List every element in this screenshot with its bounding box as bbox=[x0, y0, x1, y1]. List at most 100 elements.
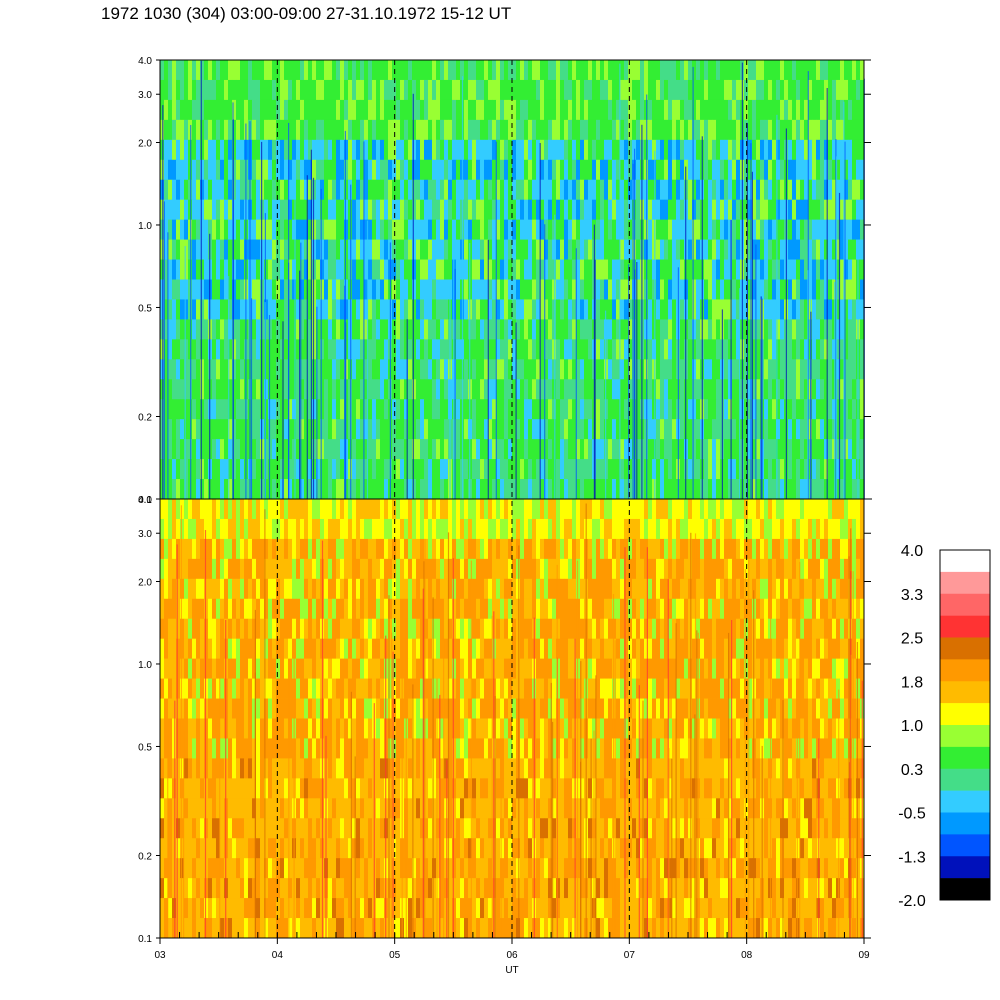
heatmap-cell bbox=[664, 79, 669, 101]
heatmap-cell bbox=[272, 159, 277, 181]
heatmap-cell bbox=[796, 379, 801, 400]
heatmap-cell bbox=[368, 538, 373, 560]
heatmap-cell bbox=[324, 99, 329, 121]
heatmap-cell bbox=[436, 339, 441, 360]
heatmap-cell bbox=[552, 419, 557, 440]
heatmap-cell bbox=[468, 139, 473, 161]
heatmap-cell bbox=[524, 199, 529, 220]
heatmap-cell bbox=[668, 119, 673, 141]
heatmap-cell bbox=[256, 359, 261, 380]
heatmap-cell bbox=[216, 419, 221, 440]
heatmap-cell bbox=[536, 598, 541, 620]
heatmap-cell bbox=[828, 439, 833, 460]
heatmap-cell bbox=[528, 259, 533, 280]
heatmap-cell bbox=[576, 79, 581, 101]
heatmap-cell bbox=[556, 279, 561, 300]
heatmap-cell bbox=[288, 179, 293, 200]
heatmap-cell bbox=[724, 159, 729, 181]
heatmap-cell bbox=[436, 279, 441, 300]
heatmap-cell bbox=[412, 419, 417, 440]
heatmap-cell bbox=[204, 439, 209, 460]
heatmap-cell bbox=[296, 379, 301, 400]
heatmap-cell bbox=[440, 359, 445, 380]
heatmap-cell bbox=[224, 219, 229, 240]
heatmap-cell bbox=[216, 459, 221, 480]
heatmap-cell bbox=[528, 79, 533, 101]
heatmap-cell bbox=[180, 319, 185, 340]
heatmap-cell bbox=[508, 219, 513, 240]
heatmap-cell bbox=[816, 299, 821, 320]
heatmap-cell bbox=[404, 319, 409, 340]
heatmap-cell bbox=[804, 339, 809, 360]
heatmap-cell bbox=[548, 319, 553, 340]
heatmap-cell bbox=[812, 139, 817, 161]
heatmap-cell bbox=[360, 518, 365, 540]
heatmap-cell bbox=[624, 499, 629, 520]
heatmap-cell bbox=[172, 459, 177, 480]
heatmap-cell bbox=[432, 459, 437, 480]
heatmap-cell bbox=[700, 60, 705, 81]
heatmap-cell bbox=[604, 219, 609, 240]
heatmap-cell bbox=[456, 199, 461, 220]
heatmap-cell bbox=[408, 439, 413, 460]
heatmap-cell bbox=[660, 339, 665, 360]
heatmap-cell bbox=[588, 199, 593, 220]
heatmap-cell bbox=[820, 479, 825, 500]
heatmap-cell bbox=[224, 399, 229, 420]
heatmap-cell bbox=[308, 279, 313, 300]
heatmap-cell bbox=[628, 219, 633, 240]
heatmap-cell bbox=[780, 119, 785, 141]
heatmap-cell bbox=[808, 139, 813, 161]
heatmap-cell bbox=[816, 79, 821, 101]
heatmap-cell bbox=[436, 259, 441, 280]
heatmap-cell bbox=[744, 459, 749, 480]
heatmap-cell bbox=[444, 598, 449, 620]
heatmap-cell bbox=[160, 459, 165, 480]
heatmap-cell bbox=[616, 279, 621, 300]
heatmap-cell bbox=[164, 379, 169, 400]
heatmap-cell bbox=[364, 359, 369, 380]
heatmap-cell bbox=[256, 219, 261, 240]
heatmap-cell bbox=[628, 399, 633, 420]
heatmap-cell bbox=[408, 139, 413, 161]
heatmap-cell bbox=[400, 319, 405, 340]
heatmap-cell bbox=[768, 159, 773, 181]
heatmap-cell bbox=[860, 578, 865, 600]
heatmap-cell bbox=[300, 139, 305, 161]
heatmap-cell bbox=[352, 99, 357, 121]
heatmap-cell bbox=[828, 279, 833, 300]
heatmap-cell bbox=[532, 299, 537, 320]
heatmap-cell bbox=[168, 219, 173, 240]
heatmap-cell bbox=[520, 558, 525, 580]
heatmap-cell bbox=[624, 598, 629, 620]
heatmap-cell bbox=[528, 119, 533, 141]
heatmap-cell bbox=[360, 159, 365, 181]
heatmap-cell bbox=[812, 459, 817, 480]
heatmap-cell bbox=[172, 359, 177, 380]
heatmap-cell bbox=[616, 239, 621, 260]
heatmap-cell bbox=[436, 459, 441, 480]
heatmap-cell bbox=[180, 379, 185, 400]
heatmap-cell bbox=[828, 99, 833, 121]
heatmap-cell bbox=[688, 399, 693, 420]
heatmap-cell bbox=[656, 319, 661, 340]
heatmap-cell bbox=[780, 518, 785, 540]
heatmap-cell bbox=[844, 279, 849, 300]
heatmap-cell bbox=[736, 179, 741, 200]
heatmap-cell bbox=[676, 499, 681, 520]
heatmap-cell bbox=[408, 279, 413, 300]
heatmap-cell bbox=[544, 578, 549, 600]
heatmap-cell bbox=[816, 199, 821, 220]
heatmap-cell bbox=[440, 499, 445, 520]
heatmap-cell bbox=[560, 339, 565, 360]
heatmap-cell bbox=[644, 60, 649, 81]
heatmap-cell bbox=[488, 279, 493, 300]
heatmap-cell bbox=[232, 199, 237, 220]
heatmap-cell bbox=[352, 558, 357, 580]
heatmap-cell bbox=[308, 219, 313, 240]
heatmap-cell bbox=[816, 139, 821, 161]
heatmap-cell bbox=[456, 99, 461, 121]
heatmap-cell bbox=[580, 399, 585, 420]
heatmap-cell bbox=[800, 99, 805, 121]
